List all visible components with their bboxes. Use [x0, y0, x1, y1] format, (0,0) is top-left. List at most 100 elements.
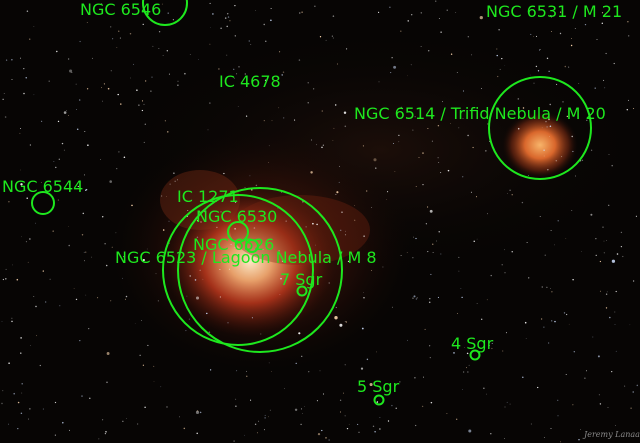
star	[466, 367, 467, 368]
star	[551, 428, 552, 429]
star	[84, 174, 85, 175]
star	[569, 324, 570, 325]
star	[419, 157, 420, 158]
star	[561, 156, 562, 157]
star	[233, 440, 234, 441]
star	[76, 299, 77, 300]
star	[220, 28, 221, 29]
star	[190, 54, 191, 55]
star	[156, 273, 157, 274]
star	[378, 12, 379, 13]
star	[608, 407, 609, 408]
star	[332, 36, 333, 37]
star	[560, 33, 561, 34]
star	[541, 318, 542, 319]
star	[86, 295, 87, 296]
star	[283, 117, 284, 118]
star	[562, 101, 563, 102]
star	[540, 49, 541, 50]
star	[407, 75, 408, 76]
star	[459, 257, 460, 258]
star	[487, 299, 488, 300]
star	[329, 282, 330, 283]
star	[611, 371, 612, 372]
star	[340, 400, 341, 401]
star	[526, 338, 527, 339]
star	[252, 317, 253, 318]
star	[483, 388, 484, 389]
star	[8, 362, 10, 364]
star	[510, 404, 511, 405]
star	[527, 242, 528, 243]
star	[599, 394, 600, 395]
star	[340, 230, 341, 231]
star	[575, 176, 576, 177]
star	[163, 229, 165, 231]
star	[26, 77, 27, 78]
star	[341, 211, 342, 212]
star	[76, 109, 77, 110]
star	[441, 254, 442, 255]
star	[333, 140, 334, 141]
star	[122, 278, 123, 279]
star	[412, 257, 413, 258]
star	[371, 270, 372, 271]
star	[357, 424, 358, 425]
star	[311, 140, 312, 141]
star	[79, 340, 80, 341]
star	[485, 150, 486, 151]
star	[522, 376, 524, 378]
label-sgr4: 4 Sgr	[451, 334, 494, 353]
star	[522, 202, 523, 203]
star	[557, 415, 558, 416]
star	[55, 402, 56, 403]
star	[58, 200, 59, 201]
star	[505, 407, 506, 408]
star	[212, 13, 213, 14]
star	[246, 115, 247, 116]
star	[85, 252, 86, 253]
star	[502, 350, 503, 351]
star	[533, 36, 534, 37]
star	[432, 244, 433, 245]
star	[628, 100, 629, 101]
star	[584, 378, 585, 379]
star	[628, 35, 629, 36]
star	[374, 431, 375, 432]
star	[551, 31, 552, 32]
star	[130, 78, 131, 79]
star	[320, 36, 321, 37]
star	[387, 191, 388, 192]
star	[5, 116, 7, 118]
star	[622, 256, 623, 257]
star	[538, 70, 539, 71]
star	[427, 251, 428, 252]
star	[52, 230, 54, 232]
star	[313, 88, 314, 89]
star	[163, 55, 164, 56]
star	[33, 296, 34, 297]
star	[308, 82, 309, 83]
star	[21, 393, 22, 394]
star	[451, 54, 452, 55]
star	[229, 269, 230, 270]
star	[540, 216, 541, 217]
star	[209, 103, 210, 104]
star	[145, 124, 146, 125]
star	[314, 6, 315, 7]
star	[633, 108, 634, 109]
star	[392, 307, 393, 308]
star	[438, 157, 439, 158]
star	[551, 291, 552, 292]
star	[66, 110, 67, 111]
star	[323, 393, 324, 394]
star	[345, 415, 346, 416]
star	[459, 271, 460, 272]
star	[393, 66, 396, 69]
star	[89, 398, 90, 399]
star	[462, 389, 463, 390]
star	[536, 66, 537, 67]
star	[144, 142, 145, 143]
star	[315, 245, 316, 246]
star	[392, 57, 393, 58]
